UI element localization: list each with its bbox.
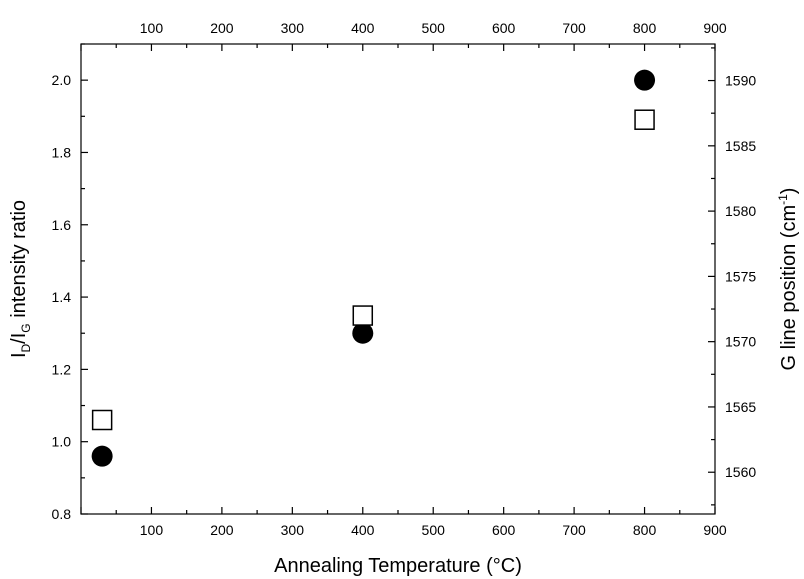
id-ig-data-point [352,322,374,344]
x-tick-label: 400 [351,522,375,538]
x-tick-label: 700 [562,522,586,538]
y-axis-title: ID/IG intensity ratio [8,200,33,358]
y-axis-title-sub-1: D [19,343,33,352]
tick-labels-group: 100 100 200 200 300 300 400 400 500 500 600 600 700 7… [52,20,757,538]
points-group [91,69,656,467]
y-tick-label: 1.8 [52,144,72,160]
top-x-tick-label: 400 [351,20,375,36]
plot-frame [80,43,716,515]
y-axis-title-part-2: /I [8,333,30,344]
top-x-tick-label: 800 [633,20,657,36]
y2-axis-title-part-1: G line position (cm [778,205,800,371]
y2-tick-label: 1590 [725,73,756,89]
top-x-tick-label: 200 [210,20,234,36]
y-tick-label: 1.0 [52,434,72,450]
y2-axis-title: G line position (cm-1) [776,188,800,371]
y-tick-label: 2.0 [52,72,72,88]
y2-tick-label: 1565 [725,399,756,415]
y-axis-title-sub-2: G [19,323,33,332]
top-x-tick-label: 100 [140,20,164,36]
ticks-group [80,43,716,515]
x-tick-label: 100 [140,522,164,538]
y-tick-label: 1.2 [52,361,72,377]
id-ig-data-point [634,69,656,91]
top-x-tick-label: 600 [492,20,516,36]
y2-tick-label: 1585 [725,138,756,154]
id-ig-data-point [91,445,113,467]
y2-axis-title-sup: -1 [776,194,790,205]
y-tick-label: 1.6 [52,217,72,233]
y-axis-title-part-3: intensity ratio [8,200,30,323]
top-x-tick-label: 300 [281,20,305,36]
x-tick-label: 900 [703,522,727,538]
x-tick-label: 600 [492,522,516,538]
y2-tick-label: 1570 [725,334,756,350]
g-line-data-point [352,305,374,326]
y2-axis-title-part-2: ) [778,188,800,195]
top-x-tick-label: 500 [422,20,446,36]
y-axis-title-part-1: I [8,352,30,358]
y-tick-label: 0.8 [52,506,72,522]
y-tick-label: 1.4 [52,289,72,305]
y2-tick-label: 1575 [725,268,756,284]
x-tick-label: 300 [281,522,305,538]
g-line-data-point [91,409,113,431]
y2-tick-label: 1580 [725,203,756,219]
x-tick-label: 800 [633,522,657,538]
g-line-data-point [634,109,655,130]
y2-tick-label: 1560 [725,464,756,480]
x-tick-label: 500 [422,522,446,538]
top-x-tick-label: 900 [703,20,727,36]
x-tick-label: 200 [210,522,234,538]
x-axis-title: Annealing Temperature (°C) [274,555,522,577]
top-x-tick-label: 700 [562,20,586,36]
